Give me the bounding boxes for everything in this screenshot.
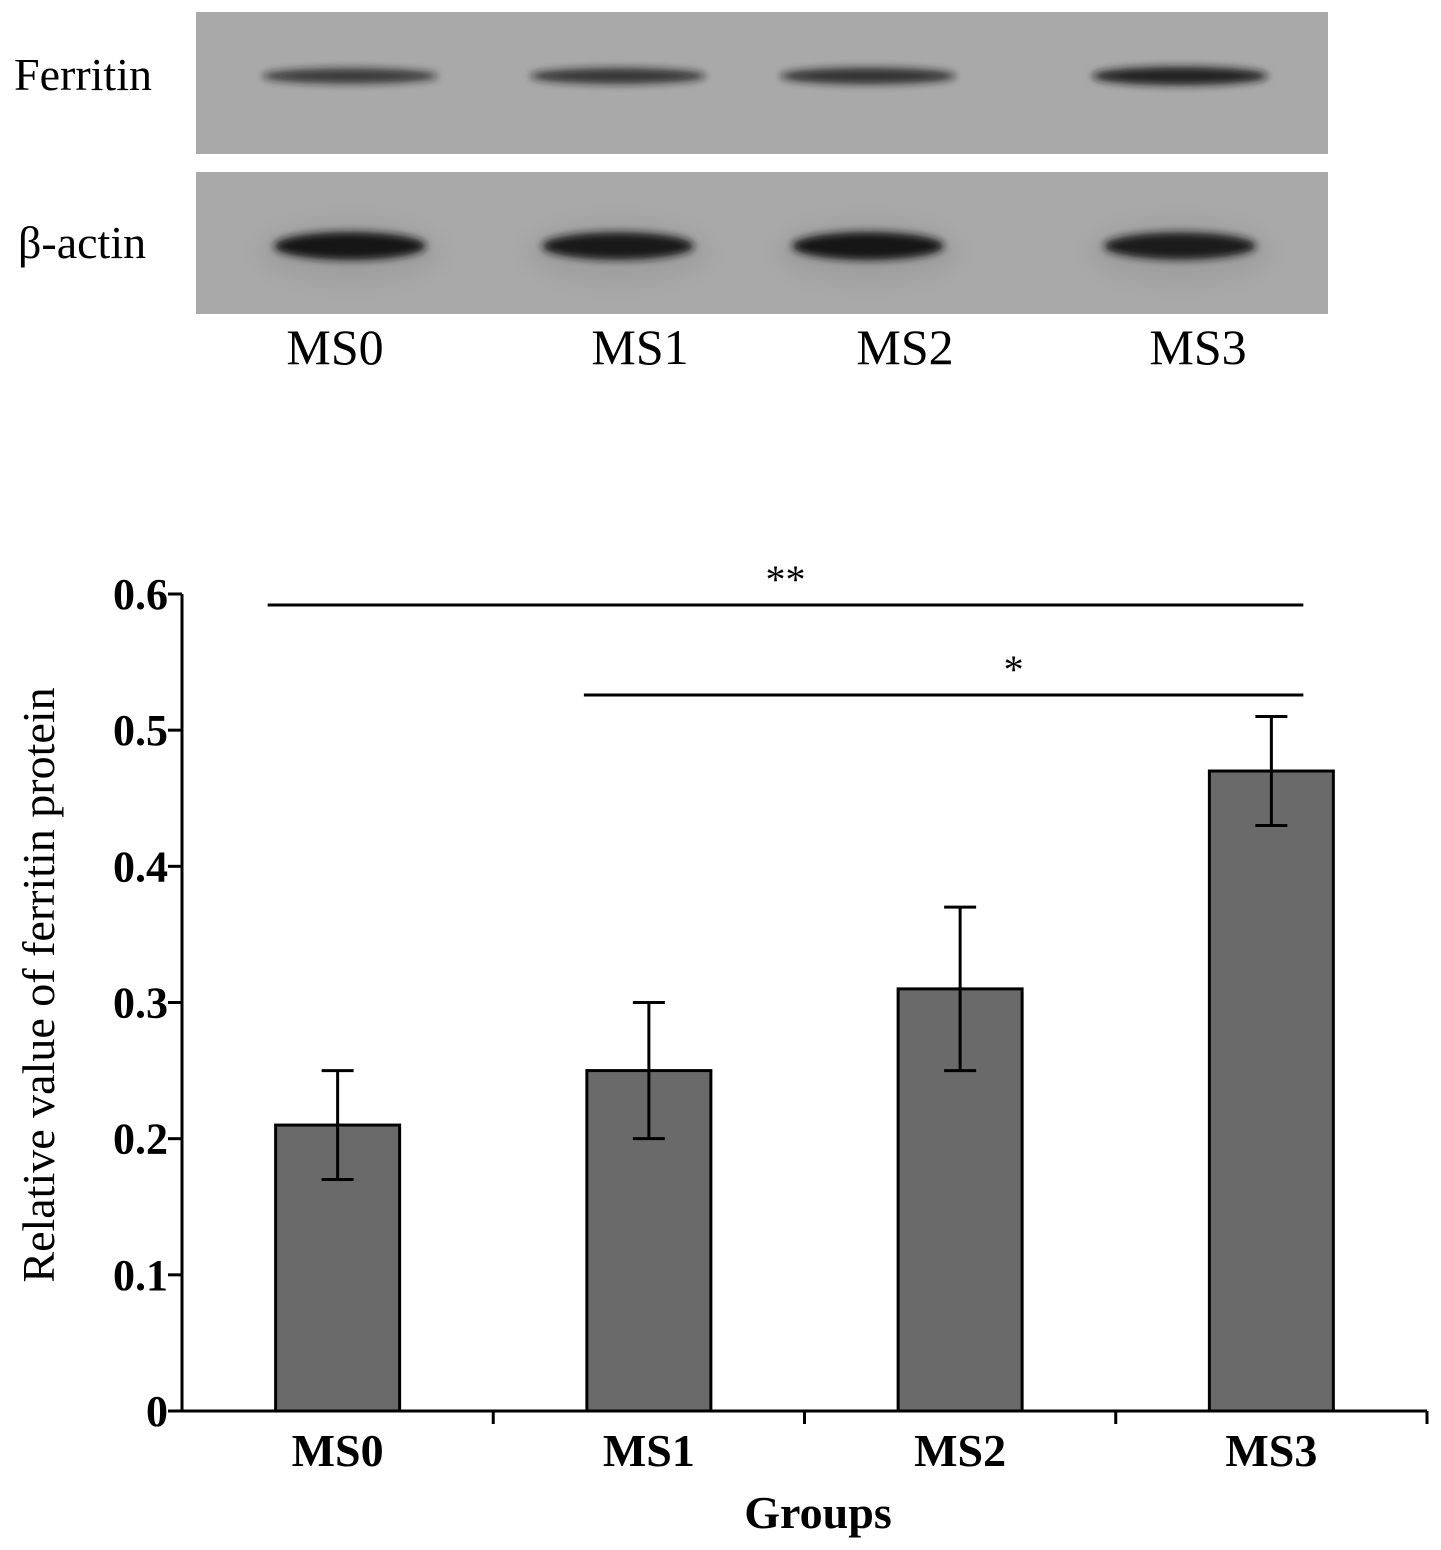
blot-band bbox=[542, 232, 694, 260]
y-tick-label: 0.6 bbox=[113, 570, 168, 619]
significance-marker: ** bbox=[766, 557, 806, 602]
blot-band bbox=[780, 67, 956, 85]
lane-label-ms3: MS3 bbox=[1149, 319, 1246, 375]
lane-label-ms2: MS2 bbox=[856, 319, 953, 375]
blot-band bbox=[274, 232, 426, 260]
blot-band bbox=[792, 232, 944, 260]
western-blot-panel: Ferritin β-actin MS0 MS1 MS2 MS3 bbox=[14, 12, 1328, 375]
y-tick-label: 0.1 bbox=[113, 1251, 168, 1300]
blot-band bbox=[530, 68, 706, 84]
x-axis-title: Groups bbox=[744, 1487, 891, 1538]
lane-label-ms1: MS1 bbox=[591, 319, 688, 375]
blot-band bbox=[262, 68, 438, 84]
blot-band bbox=[1104, 232, 1256, 260]
y-tick-label: 0.5 bbox=[113, 706, 168, 755]
significance-marker: * bbox=[1004, 647, 1024, 692]
y-tick-label: 0.4 bbox=[113, 842, 168, 891]
lane-label-ms0: MS0 bbox=[286, 319, 383, 375]
x-tick-label-ms3: MS3 bbox=[1225, 1425, 1317, 1476]
blot-row-label-beta-actin: β-actin bbox=[18, 217, 146, 268]
y-axis-title: Relative value of ferritin protein bbox=[13, 687, 64, 1282]
x-tick-label-ms0: MS0 bbox=[292, 1425, 384, 1476]
bar-ms3 bbox=[1207, 769, 1335, 1413]
y-tick-label: 0.3 bbox=[113, 979, 168, 1028]
x-tick-label-ms2: MS2 bbox=[914, 1425, 1006, 1476]
y-tick-label: 0 bbox=[146, 1387, 168, 1436]
y-tick-label: 0.2 bbox=[113, 1115, 168, 1164]
x-tick-label-ms1: MS1 bbox=[603, 1425, 695, 1476]
blot-row-label-ferritin: Ferritin bbox=[14, 49, 152, 100]
blot-band bbox=[1092, 66, 1268, 86]
